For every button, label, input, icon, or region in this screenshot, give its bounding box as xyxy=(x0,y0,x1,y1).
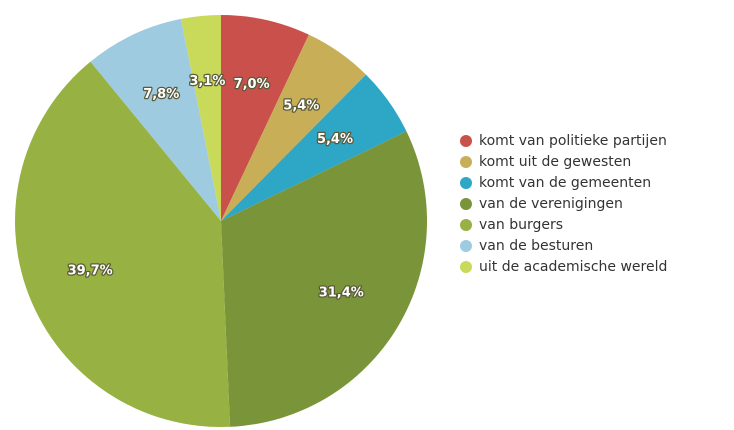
pie-slice xyxy=(221,131,427,427)
pie-slice xyxy=(15,61,231,427)
legend-marker xyxy=(460,219,472,231)
legend-marker xyxy=(460,135,472,147)
data-label: 5,4% xyxy=(283,99,319,114)
data-label: 3,1% xyxy=(189,74,225,89)
legend-marker xyxy=(460,261,472,273)
legend-marker xyxy=(460,240,472,252)
legend-label: komt van de gemeenten xyxy=(479,175,651,191)
data-label: 7,0% xyxy=(234,77,270,92)
pie-slice xyxy=(221,34,366,221)
legend-label: komt uit de gewesten xyxy=(479,154,631,170)
pie-slice xyxy=(181,15,221,221)
legend-label: van de besturen xyxy=(479,238,593,254)
legend-marker xyxy=(460,198,472,210)
data-label: 7,8% xyxy=(143,87,179,102)
legend-label: komt van politieke partijen xyxy=(479,133,667,149)
legend-marker xyxy=(460,177,472,189)
legend-label: uit de academische wereld xyxy=(479,259,667,275)
data-label: 31,4% xyxy=(319,285,364,300)
legend-label: van burgers xyxy=(479,217,563,233)
data-label: 5,4% xyxy=(317,132,353,147)
pie-slice xyxy=(221,15,309,221)
pie-slice xyxy=(90,18,221,221)
data-label: 39,7% xyxy=(68,264,113,279)
legend-marker xyxy=(460,156,472,168)
legend-label: van de verenigingen xyxy=(479,196,623,212)
pie-slice xyxy=(221,74,407,221)
